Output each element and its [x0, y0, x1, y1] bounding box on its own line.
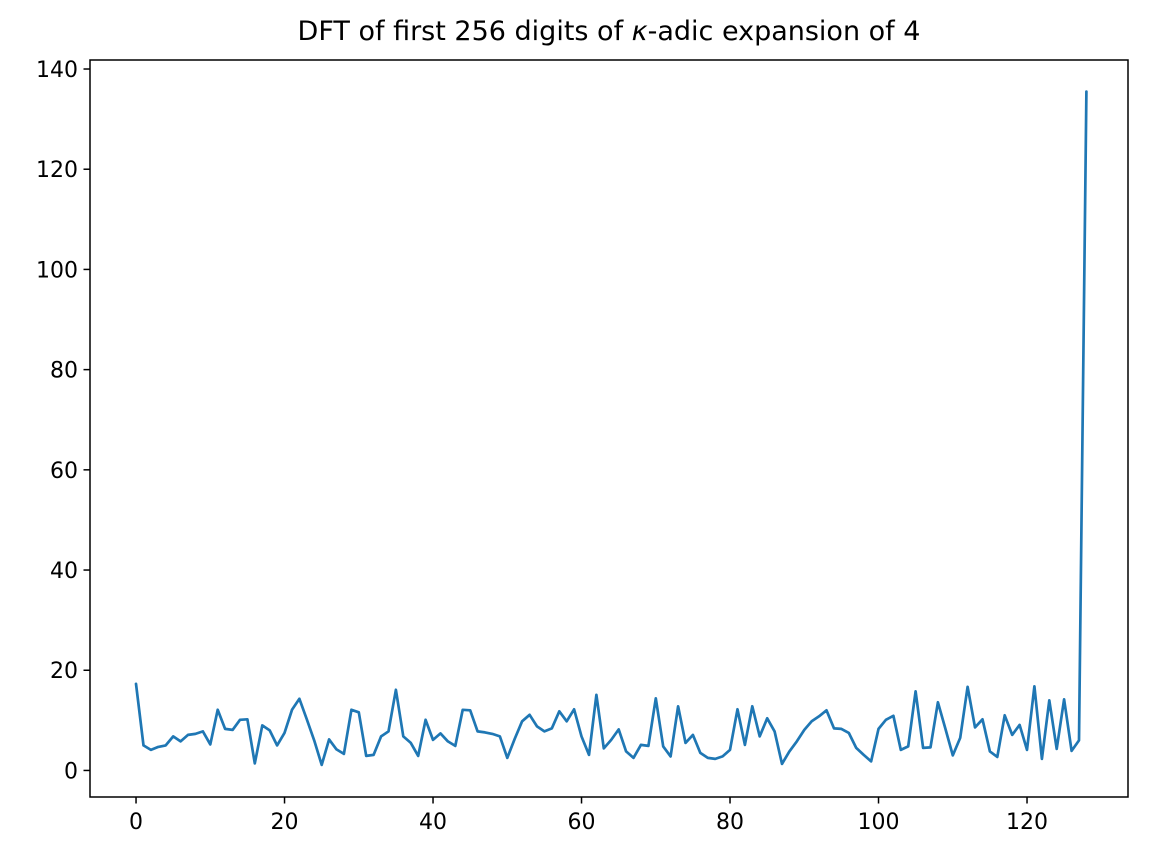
y-tick-label: 120 — [36, 158, 78, 183]
y-tick-label: 40 — [50, 559, 78, 584]
x-tick-label: 100 — [858, 810, 900, 835]
axes-spines — [89, 59, 1129, 798]
x-tick-label: 60 — [568, 810, 596, 835]
y-tick-label: 100 — [36, 258, 78, 283]
chart-title-suffix: -adic expansion of 4 — [647, 16, 921, 47]
y-tick-label: 0 — [64, 759, 78, 784]
x-tick-label: 40 — [419, 810, 447, 835]
x-tick-label: 120 — [1006, 810, 1048, 835]
x-tick-label: 80 — [716, 810, 744, 835]
plot-line — [134, 90, 1088, 767]
chart-title-prefix: DFT of first 256 digits of — [297, 16, 632, 47]
chart-title-kappa: κ — [631, 16, 648, 47]
y-tick-label: 60 — [50, 459, 78, 484]
x-tick-label: 0 — [129, 810, 143, 835]
y-tick-label: 140 — [36, 58, 78, 83]
y-tick-label: 80 — [50, 359, 78, 384]
x-tick-label: 20 — [271, 810, 299, 835]
y-tick-label: 20 — [50, 659, 78, 684]
chart-title: DFT of first 256 digits of κ-adic expans… — [90, 16, 1128, 47]
